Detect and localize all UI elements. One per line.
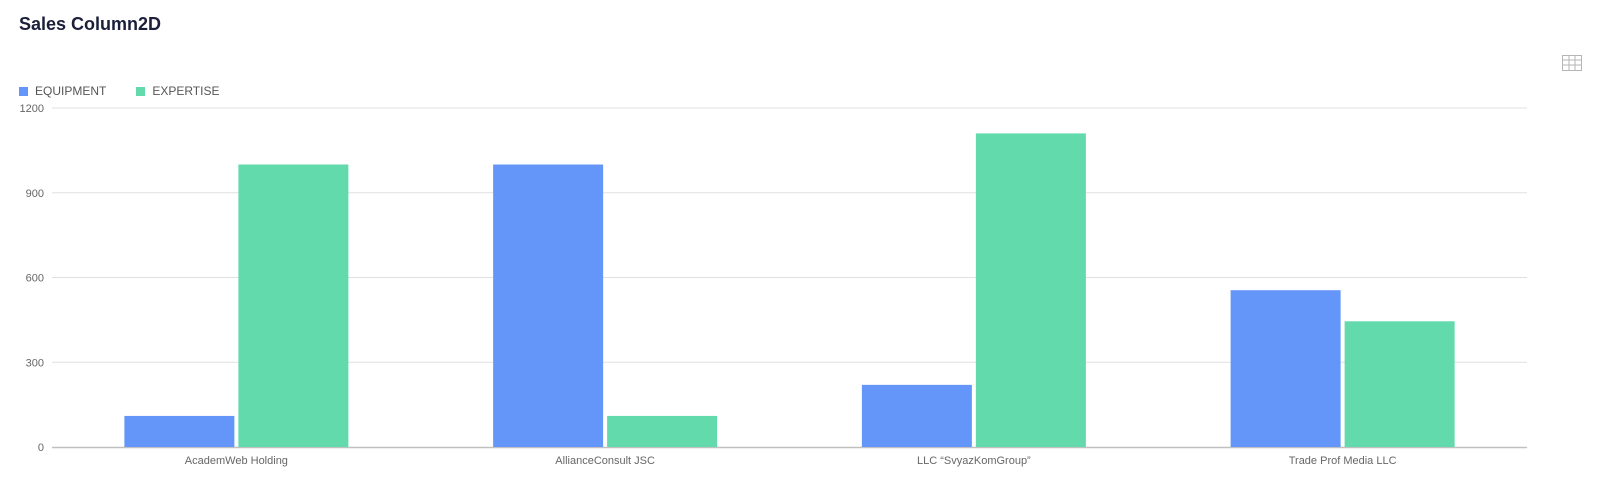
chart-legend: EQUIPMENT EXPERTISE (19, 84, 249, 98)
bar-equipment[interactable] (1230, 290, 1341, 447)
bar-expertise[interactable] (607, 415, 718, 447)
legend-swatch-expertise (136, 86, 146, 96)
y-tick-label: 1200 (20, 103, 44, 115)
table-grid-icon[interactable] (1562, 55, 1582, 71)
y-tick-label: 900 (26, 188, 44, 200)
chart-title: Sales Column2D (19, 14, 162, 34)
x-tick-label: Trade Prof Media LLC (1289, 455, 1397, 467)
legend-swatch-equipment (19, 86, 28, 96)
x-tick-label: AcademWeb Holding (185, 455, 288, 467)
bar-equipment[interactable] (124, 415, 235, 447)
bar-expertise[interactable] (238, 164, 349, 448)
legend-item-expertise[interactable]: EXPERTISE (136, 84, 219, 98)
bar-expertise[interactable] (1344, 321, 1455, 447)
x-tick-label: AllianceConsult JSC (555, 455, 655, 467)
y-tick-label: 300 (26, 357, 44, 369)
bar-equipment[interactable] (493, 164, 604, 448)
legend-label-equipment: EQUIPMENT (35, 84, 107, 98)
legend-label-expertise: EXPERTISE (152, 84, 220, 98)
bar-expertise[interactable] (975, 133, 1086, 448)
bar-equipment[interactable] (861, 384, 972, 447)
legend-item-equipment[interactable]: EQUIPMENT (19, 84, 106, 98)
y-tick-label: 0 (38, 442, 44, 454)
y-tick-label: 600 (26, 273, 44, 285)
x-tick-label: LLC “SvyazKomGroup” (917, 455, 1031, 467)
